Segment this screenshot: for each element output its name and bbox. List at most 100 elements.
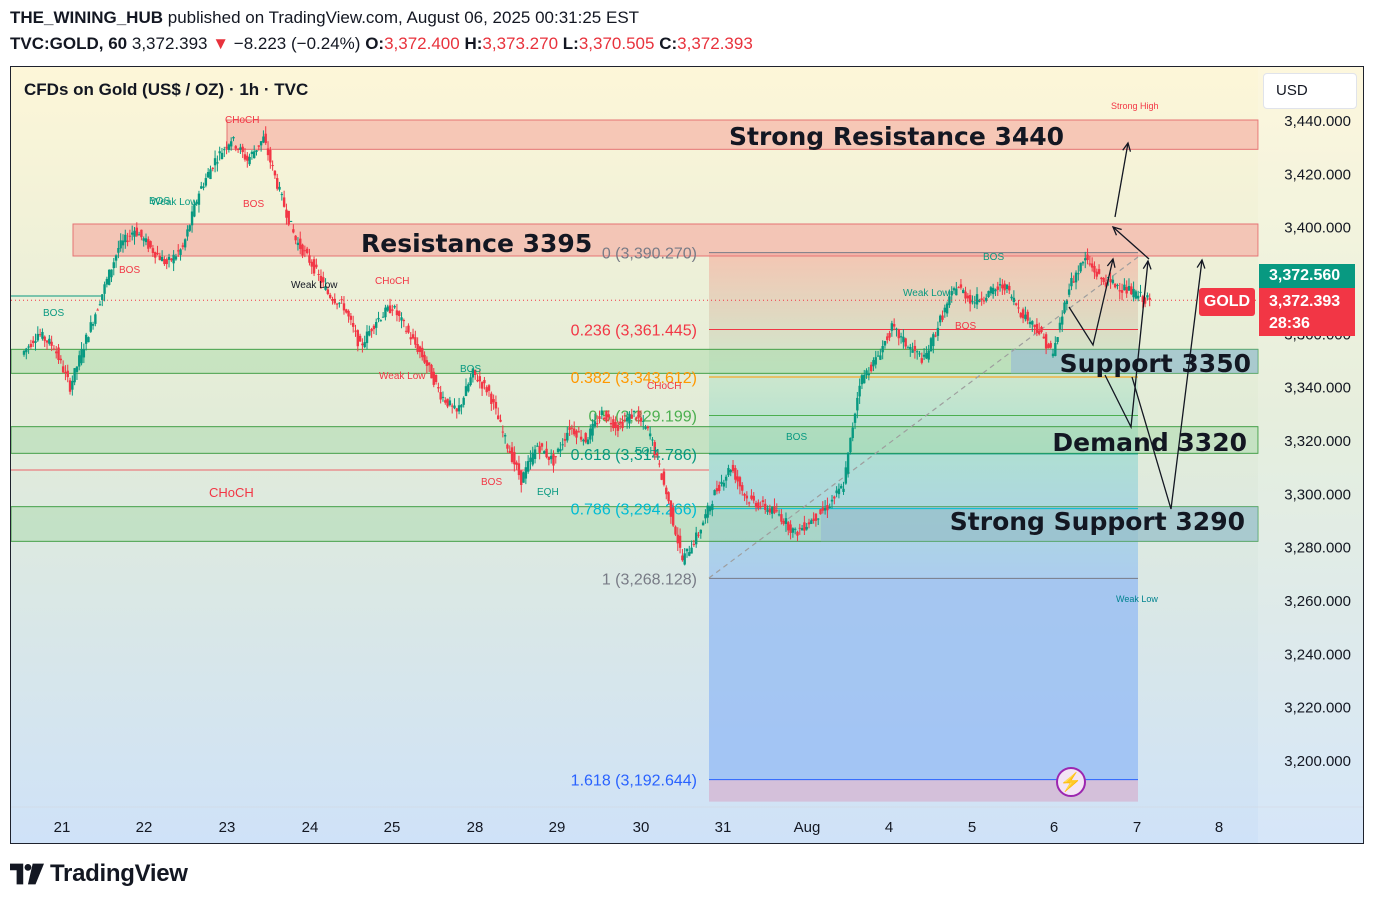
candle-body <box>158 255 162 261</box>
candle-body <box>667 492 670 502</box>
candle-body <box>1109 279 1112 283</box>
candle-body <box>450 405 454 407</box>
arrow-head-icon <box>1196 258 1206 269</box>
candle-body <box>160 256 164 262</box>
candle-body <box>540 443 544 447</box>
x-tick-label: Aug <box>794 819 821 836</box>
structure-label: BOS <box>243 199 264 210</box>
candle-body <box>174 256 178 260</box>
candle-body <box>690 547 693 554</box>
candle-body <box>526 461 530 472</box>
candle-body <box>48 338 51 344</box>
candle-body <box>840 485 843 489</box>
x-tick-label: 22 <box>136 819 153 836</box>
lightning-icon[interactable]: ⚡ <box>1056 767 1086 797</box>
candle-body <box>38 334 42 336</box>
open-label: O: <box>365 34 385 53</box>
candle-body <box>87 337 90 343</box>
candle-body <box>278 186 281 190</box>
candle-body <box>418 346 422 352</box>
candle-body <box>398 311 401 317</box>
candle-body <box>381 316 385 318</box>
footer-brand[interactable]: TradingView <box>10 860 188 888</box>
candle-body <box>727 468 730 476</box>
candle-body <box>172 254 175 264</box>
candle-body <box>536 445 539 447</box>
candle-body <box>692 543 696 545</box>
candle-body <box>1035 323 1039 333</box>
candle-body <box>777 514 781 516</box>
candle-body <box>1049 343 1052 348</box>
candle-body <box>950 291 953 296</box>
candle-body <box>312 259 316 274</box>
currency-button[interactable]: USD <box>1263 73 1357 109</box>
x-tick-label: 29 <box>549 819 566 836</box>
symbol-label[interactable]: TVC:GOLD, 60 <box>10 34 128 53</box>
x-tick-label: 21 <box>54 819 71 836</box>
candle-body <box>393 305 396 308</box>
candle-body <box>823 507 827 511</box>
candle-body <box>743 493 746 496</box>
candle-body <box>287 210 290 225</box>
candle-body <box>487 385 491 391</box>
candle-body <box>639 417 643 422</box>
candle-body <box>165 259 168 265</box>
candle-body <box>206 171 210 178</box>
x-tick-label: 30 <box>633 819 650 836</box>
candle-body <box>1026 311 1029 321</box>
candle-body <box>200 186 203 189</box>
candle-body <box>64 371 67 373</box>
x-tick-label: 6 <box>1050 819 1058 836</box>
candle-body <box>133 230 136 237</box>
structure-label: Weak Low <box>379 371 426 382</box>
candle-body <box>372 325 376 330</box>
candle-body <box>370 328 373 332</box>
candle-body <box>600 410 604 416</box>
high-value: 3,373.270 <box>482 34 559 53</box>
candle-body <box>107 269 111 285</box>
candle-body <box>322 277 325 283</box>
candle-body <box>241 146 244 153</box>
chart-frame[interactable]: 0 (3,390.270) 0.236 (3,361.445) 0.382 (3,3… <box>10 66 1364 844</box>
candle-body <box>209 169 212 180</box>
candle-body <box>1125 286 1128 294</box>
candle-body <box>1028 321 1032 325</box>
y-tick-label: 3,280.000 <box>1284 540 1351 557</box>
candle-body <box>296 242 300 246</box>
candle-body <box>36 333 40 341</box>
candle-body <box>559 449 562 452</box>
candle-body <box>460 404 463 408</box>
candle-body <box>407 325 410 333</box>
candle-body <box>952 288 956 291</box>
zone-label: Strong Resistance 3440 <box>729 122 1064 151</box>
candle-body <box>434 375 438 383</box>
symbol-tag: GOLD <box>1199 288 1255 316</box>
candle-body <box>236 148 240 150</box>
chart-canvas[interactable]: 0 (3,390.270) 0.236 (3,361.445) 0.382 (3,3… <box>11 67 1363 843</box>
candle-body <box>625 417 629 422</box>
candle-body <box>635 417 638 420</box>
candle-body <box>533 449 537 460</box>
candle-body <box>464 386 468 397</box>
structure-label: BOS <box>786 432 807 443</box>
candle-body <box>513 452 516 465</box>
candle-body <box>110 269 113 278</box>
candle-body <box>766 509 769 512</box>
candle-body <box>685 548 689 552</box>
candle-body <box>851 427 854 439</box>
candle-body <box>888 332 891 338</box>
candle-body <box>1143 297 1147 304</box>
candle-body <box>22 350 26 355</box>
publisher-name[interactable]: THE_WINING_HUB <box>10 8 164 27</box>
candle-body <box>130 232 134 235</box>
candle-body <box>404 330 408 332</box>
structure-label: BOS <box>955 321 976 332</box>
candle-body <box>105 278 109 285</box>
candle-body <box>386 306 389 311</box>
candle-body <box>881 346 884 353</box>
candle-body <box>955 288 958 296</box>
candle-body <box>91 324 95 326</box>
candle-body <box>1081 262 1085 264</box>
candle-body <box>294 235 297 241</box>
candle-body <box>1024 314 1027 320</box>
